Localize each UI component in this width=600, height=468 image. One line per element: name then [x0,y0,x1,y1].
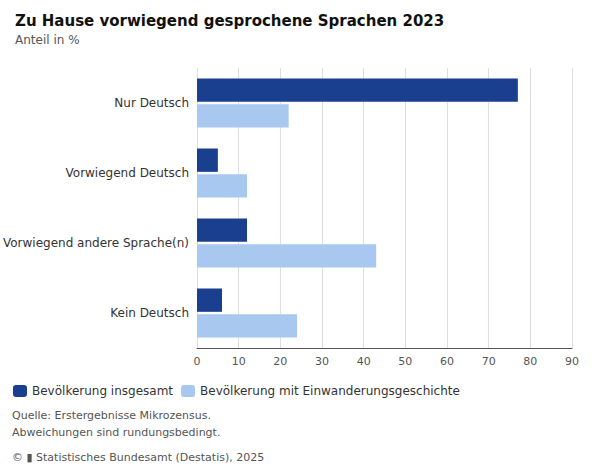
svg-text:20: 20 [273,355,287,368]
svg-text:Abweichungen sind rundungsbedi: Abweichungen sind rundungsbedingt. [12,426,220,439]
svg-text:Quelle: Erstergebnisse Mikroze: Quelle: Erstergebnisse Mikrozensus. [12,409,211,422]
svg-text:40: 40 [357,355,371,368]
svg-text:70: 70 [482,355,496,368]
svg-text:Zu Hause vorwiegend gesprochen: Zu Hause vorwiegend gesprochene Sprachen… [15,12,444,30]
svg-text:0: 0 [194,355,201,368]
svg-text:Vorwiegend andere Sprache(n): Vorwiegend andere Sprache(n) [3,236,189,250]
svg-text:10: 10 [232,355,246,368]
svg-text:90: 90 [565,355,579,368]
svg-text:60: 60 [440,355,454,368]
svg-text:80: 80 [523,355,537,368]
svg-text:Bevölkerung insgesamt: Bevölkerung insgesamt [32,384,173,398]
svg-text:50: 50 [398,355,412,368]
svg-text:Anteil in %: Anteil in % [15,33,80,47]
svg-text:Bevölkerung mit Einwanderungsg: Bevölkerung mit Einwanderungsgeschichte [200,384,460,398]
svg-text:Kein Deutsch: Kein Deutsch [110,306,189,320]
svg-text:Nur Deutsch: Nur Deutsch [114,96,189,110]
svg-text:Vorwiegend Deutsch: Vorwiegend Deutsch [66,166,190,180]
svg-text:© ▮ Statistisches Bundesamt (D: © ▮ Statistisches Bundesamt (Destatis), … [12,451,264,464]
svg-text:30: 30 [315,355,329,368]
